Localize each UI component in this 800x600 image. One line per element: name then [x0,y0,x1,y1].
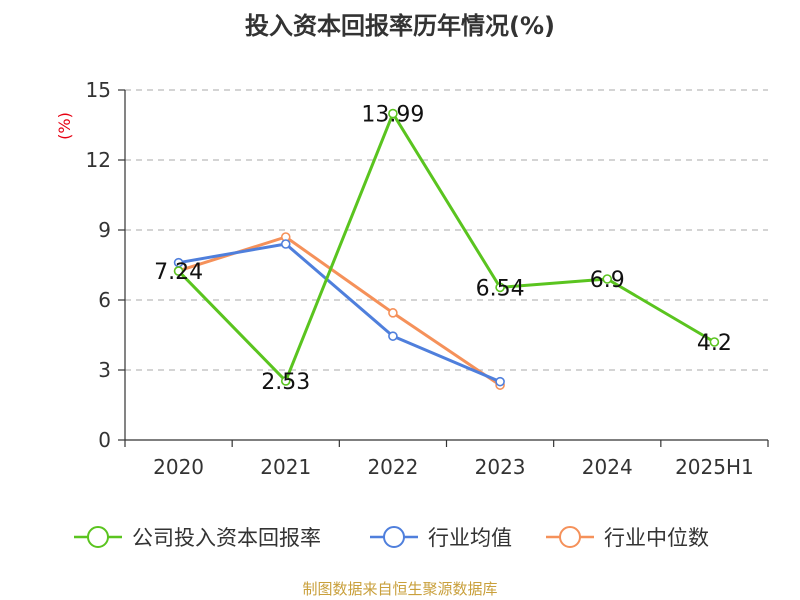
series-group [173,108,720,390]
legend-marker-2 [559,526,581,548]
legend-label-1: 行业均值 [428,526,512,550]
data-label-2: 13.99 [361,103,424,128]
series-0-point-0 [173,266,184,276]
series-0-point-2 [388,108,398,119]
gridlines [125,89,768,371]
x-tick-label-2025H1: 2025H1 [675,455,754,479]
series-line-1 [178,242,501,384]
source-note: 制图数据来自恒生聚源数据库 [302,580,497,598]
data-labels: 7.24 2.53 13.99 6.54 6.9 4.2 [154,103,732,395]
series-line-2 [178,235,501,387]
series-1-point-2 [388,331,398,341]
series-0-point-1 [280,376,291,386]
legend-item-0: 公司投入资本回报率 [74,526,321,550]
legend-label-0: 公司投入资本回报率 [132,526,321,550]
series-2 [173,232,505,390]
data-label-3: 6.54 [476,276,525,301]
x-tick-label-2021: 2021 [260,455,311,479]
series-2-point-2 [388,308,398,318]
chart-title: 投入资本回报率历年情况(%) [245,12,555,40]
x-tick-label-2023: 2023 [475,455,526,479]
series-0-point-5 [709,337,720,347]
series-1 [173,239,505,387]
axes: 0 3 6 9 12 15 2020 2021 2022 2023 2024 2025H1 [86,78,769,479]
x-tick-label-2022: 2022 [367,455,418,479]
legend-marker-0 [87,526,109,548]
data-label-5: 4.2 [697,331,732,356]
series-1-point-1 [280,239,291,249]
x-tick-label-2024: 2024 [582,455,633,479]
legend-label-2: 行业中位数 [604,526,709,550]
series-0-point-3 [495,282,505,293]
y-axis-label: (%) [55,112,74,140]
y-tick-label-0: 0 [98,428,111,452]
y-tick-label-6: 6 [98,288,111,312]
legend-item-1: 行业均值 [370,526,512,550]
y-tick-label-3: 3 [98,358,111,382]
y-tick-label-9: 9 [98,218,111,242]
x-tick-label-2020: 2020 [153,455,204,479]
series-1-point-3 [495,376,505,387]
data-label-0: 7.24 [154,260,203,285]
y-tick-label-15: 15 [86,78,111,102]
series-0-point-4 [602,274,613,284]
data-label-4: 6.9 [590,268,625,293]
legend: 公司投入资本回报率 行业均值 行业中位数 [74,526,709,550]
series-0 [173,108,720,386]
legend-marker-1 [383,526,405,548]
data-label-1: 2.53 [261,370,310,395]
series-line-0 [177,112,716,383]
y-tick-label-12: 12 [86,148,111,172]
legend-item-2: 行业中位数 [546,526,709,550]
